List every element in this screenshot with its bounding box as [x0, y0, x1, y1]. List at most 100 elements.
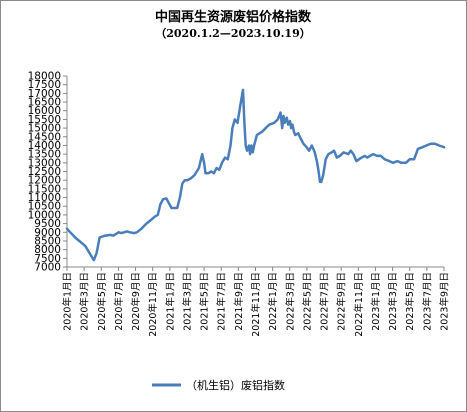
data-point — [162, 199, 164, 201]
data-point — [74, 237, 76, 239]
y-tick-label: 16500 — [28, 97, 61, 109]
data-point — [121, 232, 123, 234]
data-point — [150, 219, 152, 221]
data-point — [277, 119, 279, 121]
y-tick-label: 16000 — [28, 105, 61, 117]
y-tick-label: 8500 — [34, 235, 61, 247]
x-tick-label: 2021年7月日 — [216, 272, 228, 331]
x-tick-label: 2020年11月日 — [147, 272, 159, 337]
data-point — [401, 162, 403, 164]
data-point — [348, 153, 350, 155]
data-point — [154, 216, 156, 218]
data-point — [356, 160, 358, 162]
data-point — [118, 232, 120, 234]
x-tick-label: 2023年1月日 — [370, 272, 382, 331]
data-point — [373, 153, 375, 155]
data-point — [413, 159, 415, 161]
data-point — [297, 133, 299, 135]
data-point — [280, 112, 282, 114]
data-point — [286, 117, 288, 119]
data-point — [422, 146, 424, 148]
data-point — [256, 134, 258, 136]
y-tick-label: 15500 — [28, 114, 61, 126]
data-point — [141, 228, 143, 230]
data-point — [208, 172, 210, 174]
data-point — [157, 214, 159, 216]
data-point — [265, 127, 267, 129]
data-point — [397, 160, 399, 162]
data-point — [259, 133, 261, 135]
data-point — [219, 169, 221, 171]
data-point — [168, 202, 170, 204]
y-tick-label: 15000 — [28, 123, 61, 135]
series-area — [65, 88, 446, 262]
data-point — [269, 124, 271, 126]
data-point — [364, 155, 366, 157]
data-point — [184, 179, 186, 181]
data-point — [99, 237, 101, 239]
data-point — [203, 162, 205, 164]
chart-title: 中国再生资源废铝价格指数 — [155, 9, 312, 25]
data-point — [328, 153, 330, 155]
data-point — [221, 162, 223, 164]
y-tick-label: 18000 — [28, 71, 61, 83]
data-point — [245, 145, 247, 147]
x-tick-label: 2021年9月日 — [233, 272, 245, 331]
data-point — [198, 167, 200, 169]
y-tick-label: 17000 — [28, 88, 61, 100]
x-axis: 2020年1月日 2020年3月日 2020年5月日 2020年7月日 2020年9月日… — [62, 266, 451, 337]
data-point — [244, 120, 246, 122]
data-point — [248, 145, 250, 147]
y-tick-label: 11500 — [28, 183, 61, 195]
chart-subtitle: （2020.1.2—2023.10.19） — [155, 27, 310, 40]
legend-label: （机生铝）废铝指数 — [186, 378, 285, 392]
data-point — [285, 120, 287, 122]
data-point — [336, 157, 338, 159]
data-point — [104, 235, 106, 237]
data-point — [322, 174, 324, 176]
data-point — [353, 153, 355, 155]
data-point — [333, 150, 335, 152]
data-point — [343, 152, 345, 154]
data-point — [311, 145, 313, 147]
x-tick-label: 2021年5月日 — [199, 272, 211, 331]
data-point — [287, 124, 289, 126]
data-point — [417, 148, 419, 150]
data-point — [367, 157, 369, 159]
data-point — [242, 89, 244, 91]
data-point — [318, 171, 320, 173]
y-axis: 7000750080008500900095001000010500110001… — [28, 71, 68, 274]
data-point — [380, 155, 382, 157]
y-tick-label: 12500 — [28, 166, 61, 178]
x-tick-label: 2021年1月日 — [164, 272, 176, 331]
data-point — [384, 159, 386, 161]
data-point — [409, 159, 411, 161]
data-point — [438, 145, 440, 147]
data-point — [273, 122, 275, 124]
y-tick-label: 14000 — [28, 140, 61, 152]
y-tick-label: 13000 — [28, 157, 61, 169]
data-point — [171, 207, 173, 209]
y-tick-label: 14500 — [28, 131, 61, 143]
data-point — [293, 131, 295, 133]
y-tick-label: 7500 — [34, 253, 61, 265]
data-point — [179, 197, 181, 199]
data-point — [321, 181, 323, 183]
data-point — [284, 122, 286, 124]
data-point — [136, 232, 138, 234]
data-point — [112, 235, 114, 237]
x-tick-label: 2022年9月日 — [336, 272, 348, 331]
x-tick-label: 2020年5月日 — [96, 272, 108, 331]
data-point — [292, 124, 294, 126]
data-point — [110, 234, 112, 236]
data-point — [205, 172, 207, 174]
data-point — [213, 172, 215, 174]
y-tick-label: 10500 — [28, 201, 61, 213]
y-tick-label: 12000 — [28, 175, 61, 187]
data-point — [210, 171, 212, 173]
y-tick-label: 8000 — [34, 244, 61, 256]
data-point — [376, 155, 378, 157]
data-point — [443, 146, 445, 148]
